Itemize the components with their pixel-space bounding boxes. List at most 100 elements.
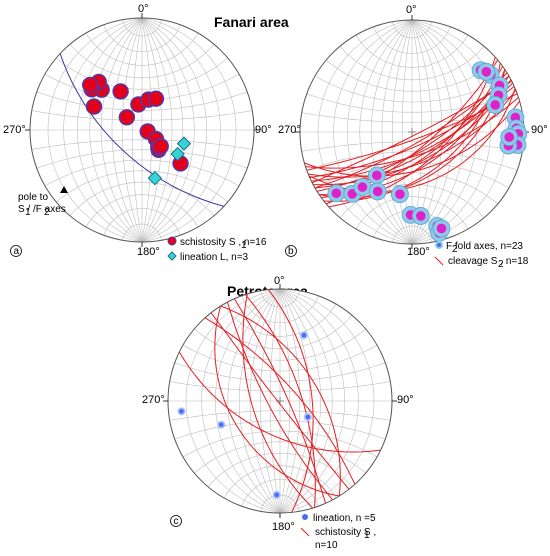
net-parallel [207, 452, 353, 487]
net-parallel [194, 441, 366, 474]
legend-cleavage-symbol [434, 256, 444, 266]
legend-schistosity-line [300, 527, 310, 537]
legend-schistosity-symbol [167, 236, 177, 246]
net-parallel [339, 46, 485, 81]
lineation-point [305, 414, 311, 420]
legend-cleavage-sub: 2 [498, 259, 504, 270]
schistosity-plane [245, 294, 316, 508]
schistosity-plane [220, 305, 341, 497]
panel-badge-b [285, 245, 297, 257]
schistosity-plane [226, 301, 333, 501]
net-parallel [31, 139, 253, 150]
west-label-c: 270° [142, 394, 165, 406]
schistosity-pole [82, 76, 99, 94]
lineation-diamond [176, 136, 192, 151]
net-parallel [355, 34, 469, 68]
east-label-a: 90° [255, 124, 272, 136]
fold-axis-core [504, 132, 515, 142]
east-label-c: 90° [397, 394, 414, 406]
net-parallel [169, 410, 391, 421]
fanari-title: Fanari area [214, 14, 289, 30]
schistosity-plane [267, 289, 314, 513]
net-parallel [301, 141, 523, 152]
net-parallel [69, 181, 215, 216]
schistosity-plane [214, 305, 340, 497]
legend-lineation-text: lineation L, n=3 [180, 252, 249, 263]
legend-cleavage-text: cleavage S , n=18 [448, 256, 529, 267]
fold-axis-core [331, 188, 342, 199]
net-parallel [301, 112, 523, 123]
legend-lineation-dot [302, 514, 308, 520]
lineation-diamond [147, 170, 163, 186]
cleavage-plane [311, 80, 513, 184]
net-parallel [314, 161, 510, 189]
south-label-c: 180° [272, 521, 295, 533]
net-parallel [169, 381, 391, 392]
west-label-b: 270° [278, 124, 301, 136]
pole-triangle [60, 186, 68, 193]
fold-axis-core [416, 211, 426, 221]
net-parallel [326, 59, 498, 92]
schistosity-pole [118, 109, 136, 126]
net-parallel [355, 196, 469, 230]
panel-b: 0° 90° 180° 270° b F fold axes, n=23 2 c… [278, 4, 548, 270]
east-label-b: 90° [531, 124, 548, 136]
net-parallel [223, 465, 337, 499]
pole-label-sub2: 2 [44, 207, 50, 218]
schistosity-pole [147, 90, 165, 107]
panel-label-c: c [174, 516, 179, 527]
legend-lineation-symbol [167, 251, 177, 261]
pole-label-line1: pole to [18, 192, 48, 203]
lineation-points [177, 331, 312, 499]
legend-fold-sub: 2 [452, 244, 458, 255]
cleavage-plane [319, 69, 506, 196]
pole-label-sub1: 1 [25, 207, 31, 218]
net-parallel [103, 24, 181, 52]
net-parallel [223, 303, 337, 337]
lineation-point [274, 492, 280, 498]
net-parallel [182, 430, 378, 458]
north-label-c: 0° [274, 275, 285, 287]
net-parallel [103, 208, 181, 236]
schistosity-pole [152, 138, 169, 155]
net-parallel [241, 479, 319, 507]
net-parallel [182, 344, 378, 372]
west-label-a: 270° [3, 124, 26, 136]
fold-axis-core [357, 182, 368, 192]
fold-axis-core [436, 223, 447, 234]
cleavage-plane [306, 93, 518, 171]
net-parallel [85, 32, 199, 66]
panel-a: 0° 90° 180° 270° pole to S / /F axes 1 2… [3, 3, 272, 263]
legend-schistosity-sub-c: 1 [364, 530, 370, 541]
panel-label-a: a [14, 246, 20, 257]
schistosity-plane [233, 298, 327, 504]
net-parallel [56, 170, 228, 203]
legend-schistosity-text: schistosity S , n=16 [180, 237, 267, 248]
cleavage-plane [314, 75, 510, 189]
net-parallel [44, 159, 240, 187]
cleavage-plane [305, 97, 519, 169]
legend-schistosity-text-c: schistosity S , [315, 527, 376, 538]
north-label-a: 0° [138, 3, 149, 15]
fold-axis-points [327, 61, 528, 242]
panel-c: 0° 90° 180° 270° c lineation, n =5 schis… [142, 275, 414, 551]
net-parallel [31, 110, 253, 121]
net-parallel [314, 75, 510, 103]
data-points-a [82, 73, 192, 186]
fold-axis-core [372, 170, 382, 181]
net-parallel [306, 151, 518, 171]
panel-badge-a [10, 245, 22, 257]
schistosity-plane [242, 293, 314, 509]
schistosity-pole [85, 98, 103, 115]
net-parallel [122, 19, 162, 37]
net-parallel [392, 225, 432, 243]
fold-axis-core [395, 189, 405, 200]
schistosity-great-circles [178, 289, 381, 513]
net-parallel [122, 223, 162, 241]
schistosity-pole [112, 83, 129, 100]
schistosity-plane [210, 312, 350, 490]
lineation-point [179, 409, 184, 414]
cleavage-plane [311, 82, 514, 182]
south-label-b: 180° [407, 246, 430, 258]
schistosity-plane [204, 317, 356, 485]
